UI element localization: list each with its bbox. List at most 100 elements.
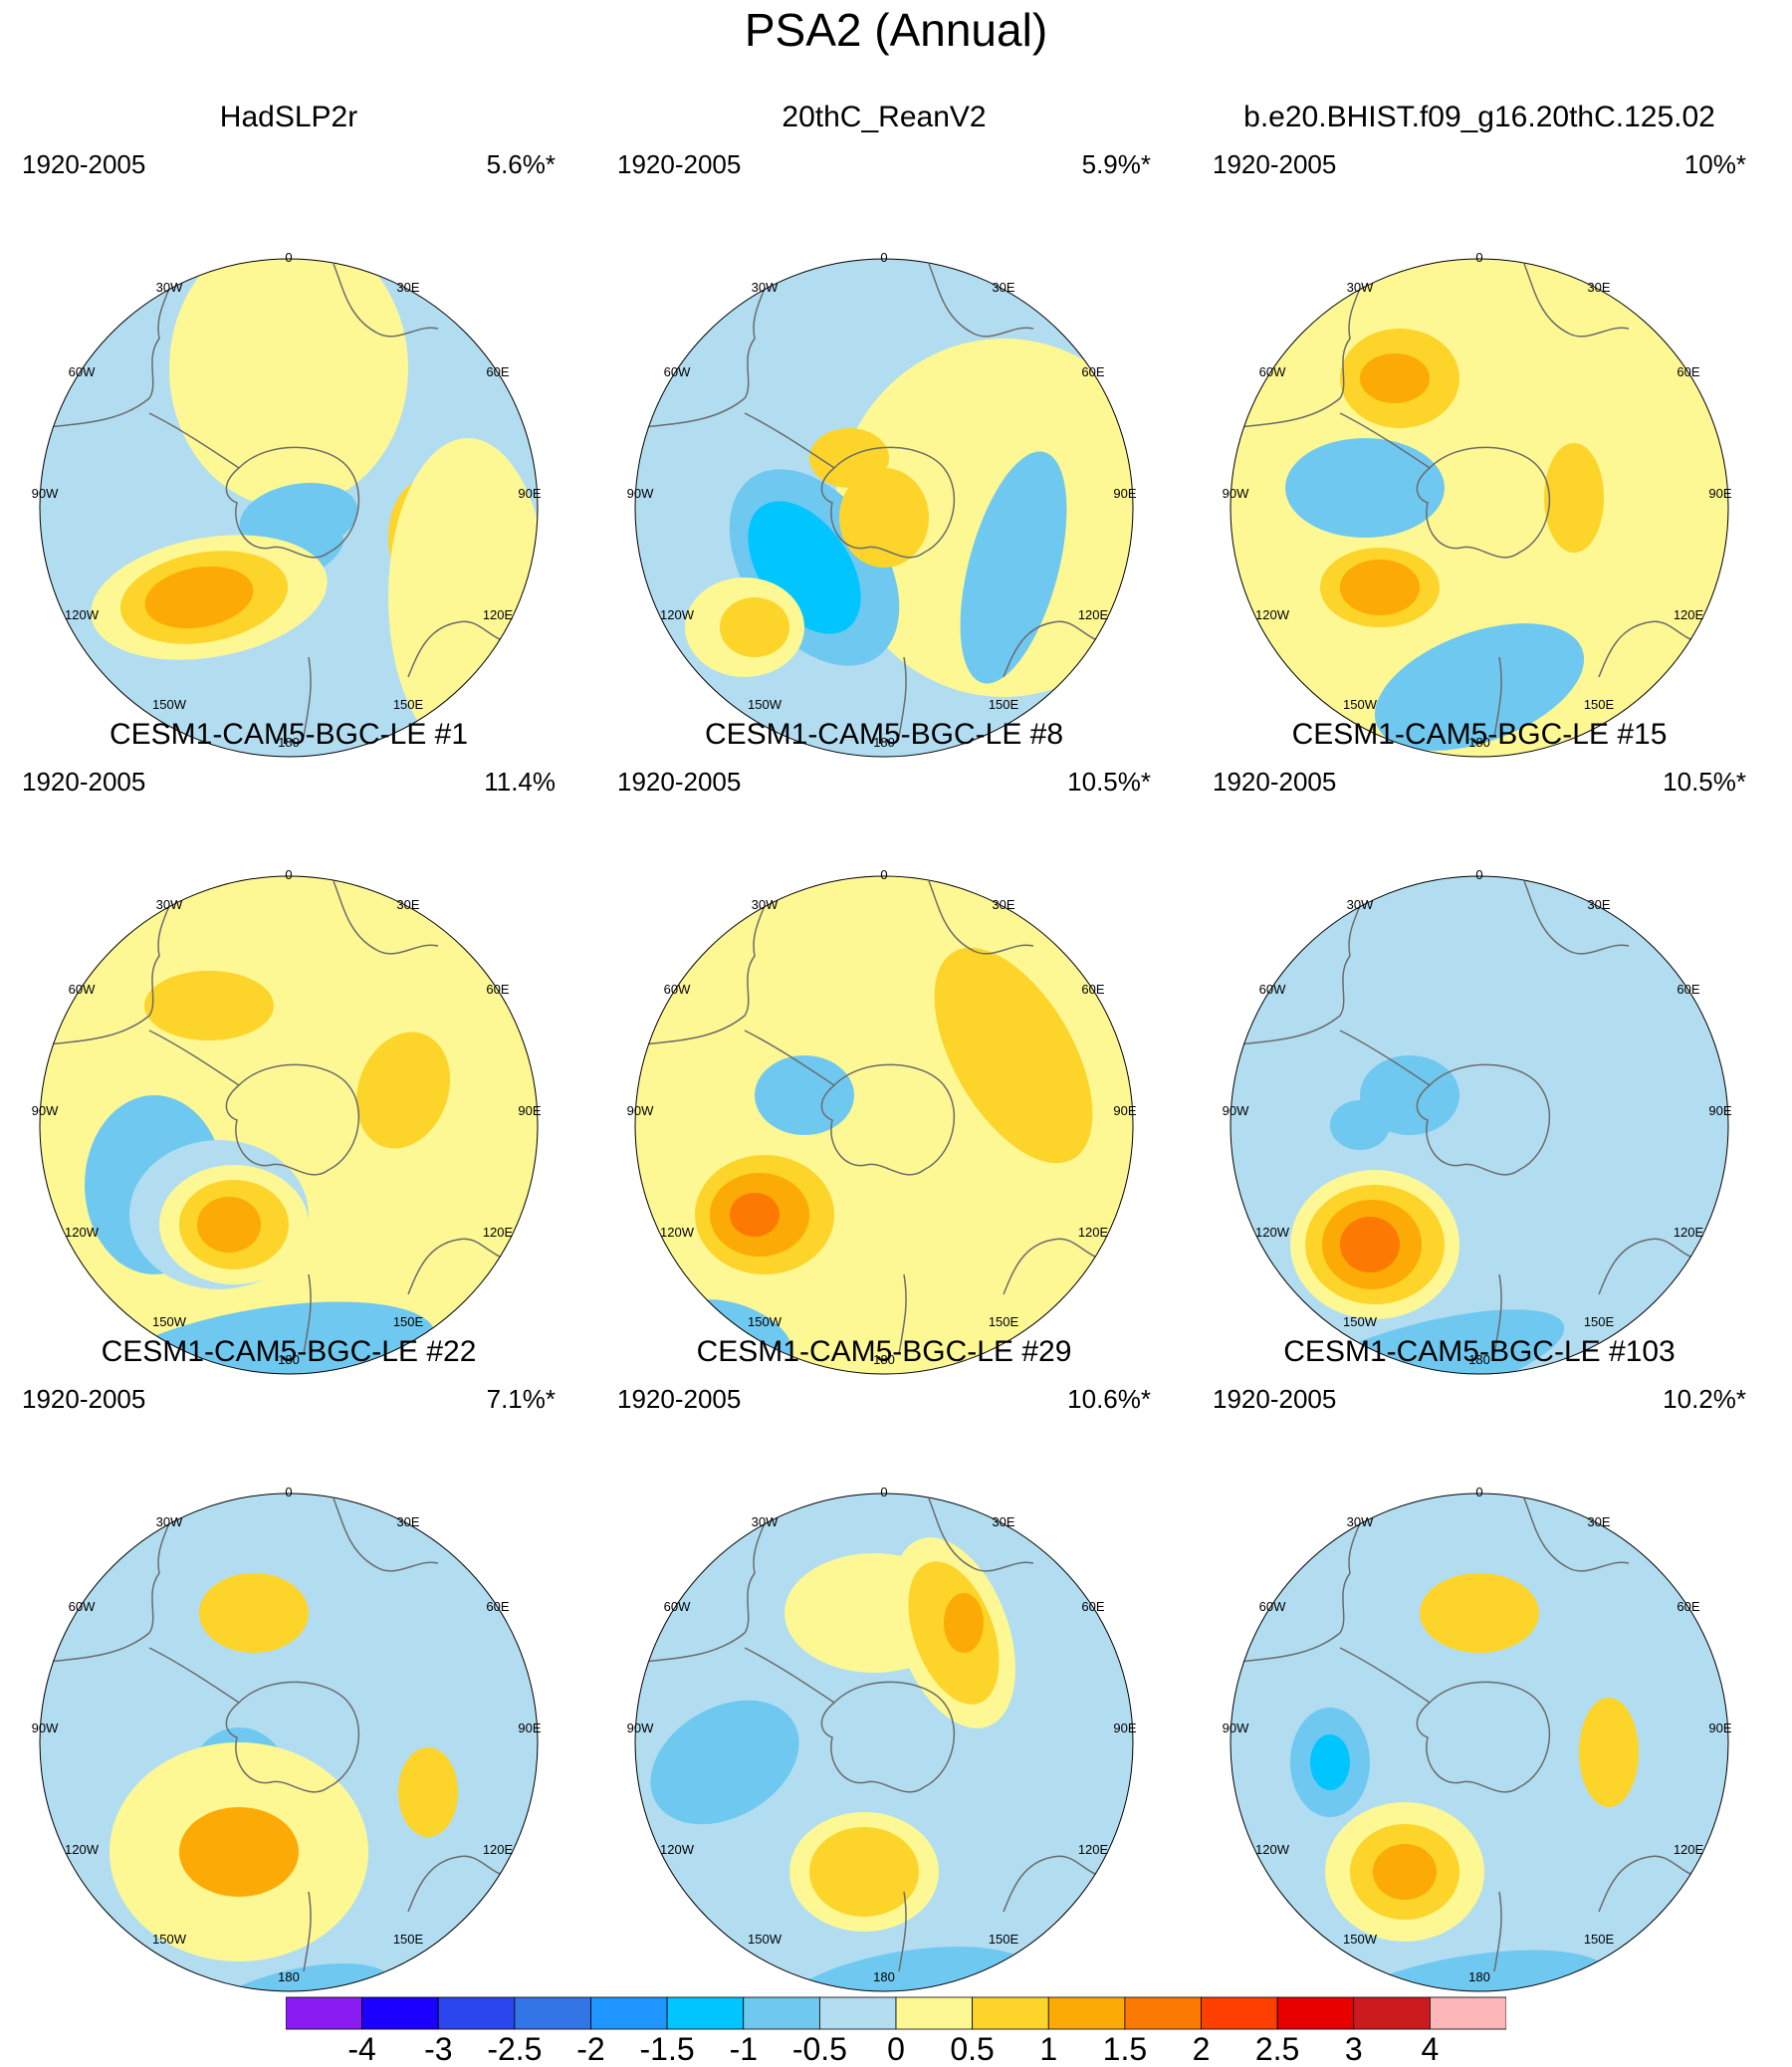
panel-title: CESM1-CAM5-BGC-LE #103 (1283, 1335, 1676, 1368)
longitude-label: 180 (873, 735, 895, 750)
contour-region (1374, 623, 1585, 751)
longitude-label: 180 (873, 1969, 895, 1984)
south-america-coastline (40, 1507, 175, 1664)
map-panel: 0 30E 60E 90E 120E 150E 180 150W 120W 90W 60W 30W CE… (605, 717, 1163, 1375)
colorbar-swatch (437, 1996, 516, 2030)
contour-region (179, 1807, 299, 1897)
colorbar-label: -1 (729, 2031, 759, 2067)
africa-coastline (928, 263, 1034, 338)
panel-period: 1920-2005 (22, 1384, 146, 1414)
longitude-label: 30E (396, 280, 419, 295)
colorbar-label: -2 (576, 2031, 605, 2067)
longitude-label: 90W (1223, 1721, 1249, 1735)
contour-region (839, 468, 929, 568)
map-panel: 0 30E 60E 90E 120E 150E 180 150W 120W 90W 60W 30W CE… (10, 1334, 567, 1992)
antarctica-coastline (820, 1063, 956, 1176)
antarctica-coastline (820, 446, 956, 559)
panel-period: 1920-2005 (1213, 1384, 1337, 1414)
longitude-label: 0 (285, 867, 292, 882)
longitude-label: 30W (1347, 897, 1374, 912)
peninsula-coastline (148, 1647, 240, 1704)
longitude-label: 60E (1081, 1599, 1104, 1614)
longitude-label: 150E (393, 1314, 424, 1329)
colorbar-swatch (972, 1996, 1049, 2030)
longitude-label: 180 (278, 1352, 300, 1367)
contour-region (1579, 1698, 1639, 1807)
panel-variance: 11.4% (484, 767, 556, 797)
longitude-label: 30W (752, 897, 779, 912)
contour-region (199, 1573, 309, 1653)
panel-title: CESM1-CAM5-BGC-LE #8 (704, 718, 1064, 751)
panel-period: 1920-2005 (22, 767, 146, 797)
contour-region (1330, 1100, 1390, 1150)
colorbar-label: -0.5 (791, 2031, 847, 2067)
panel-period: 1920-2005 (22, 149, 146, 179)
colorbar-swatch (743, 1996, 820, 2030)
antarctica-coastline (225, 1681, 360, 1793)
colorbar-swatch (666, 1996, 745, 2030)
longitude-label: 60E (1677, 982, 1699, 997)
colorbar-label: -4 (347, 2031, 376, 2067)
longitude-label: 180 (278, 735, 300, 750)
panel-title: HadSLP2r (219, 101, 358, 133)
south-america-coastline (40, 273, 175, 429)
longitude-label: 90W (1223, 486, 1249, 501)
colorbar-swatch (1429, 1996, 1506, 2030)
contour-region (144, 971, 274, 1040)
panel-title: CESM1-CAM5-BGC-LE #29 (696, 1335, 1072, 1368)
polar-map: 0 30E 60E 90E 120E 150E 180 150W 120W 90W 60W 30W (627, 867, 1137, 1375)
longitude-label: 180 (1468, 735, 1490, 750)
map-panel: 0 30E 60E 90E 120E 150E 180 150W 120W 90W 60W 30W b.… (1201, 100, 1758, 758)
contour-region (944, 1593, 984, 1653)
panel-period: 1920-2005 (617, 767, 742, 797)
longitude-label: 60E (1081, 364, 1104, 379)
africa-coastline (333, 880, 439, 955)
longitude-label: 0 (1475, 250, 1482, 265)
contour-region (169, 259, 408, 508)
longitude-label: 150E (1584, 1932, 1615, 1947)
longitude-label: 90W (627, 1721, 654, 1735)
longitude-label: 30W (156, 1514, 183, 1529)
contour-region (934, 947, 1093, 1164)
colorbar-label: -3 (424, 2031, 453, 2067)
panel-variance: 10.5%* (1663, 767, 1746, 797)
contour-region (766, 1947, 1042, 1991)
contour-region (189, 911, 528, 1090)
contour-region (1310, 1734, 1350, 1790)
panel-title: b.e20.BHIST.f09_g16.20thC.125.02 (1243, 101, 1715, 133)
longitude-label: 90W (32, 1103, 59, 1118)
longitude-label: 150W (1343, 1314, 1378, 1329)
longitude-label: 150W (748, 1932, 783, 1947)
colorbar-swatch (1047, 1996, 1126, 2030)
colorbar-label: 1 (1039, 2031, 1058, 2067)
contour-region (144, 566, 254, 629)
longitude-label: 30E (992, 897, 1014, 912)
panel-variance: 7.1%* (486, 1384, 556, 1414)
map-boundary (634, 1493, 1134, 1992)
longitude-label: 30E (992, 280, 1014, 295)
longitude-label: 150W (1343, 1932, 1378, 1947)
peninsula-coastline (148, 412, 240, 469)
contour-region (1360, 353, 1430, 403)
colorbar-swatch (1276, 1996, 1355, 2030)
antarctica-coastline (1416, 446, 1551, 559)
peninsula-coastline (1339, 1647, 1431, 1704)
map-panel: 0 30E 60E 90E 120E 150E 180 150W 120W 90W 60W 30W Ha… (10, 100, 567, 758)
south-america-coastline (635, 1507, 771, 1664)
contour-region (1274, 1309, 1565, 1374)
longitude-label: 150E (989, 697, 1019, 712)
colorbar-label: 2 (1192, 2031, 1211, 2067)
longitude-label: 150E (989, 1314, 1019, 1329)
longitude-label: 120E (1674, 1842, 1704, 1857)
panel-period: 1920-2005 (617, 149, 742, 179)
africa-coastline (1523, 1497, 1630, 1572)
africa-coastline (333, 263, 439, 338)
longitude-label: 180 (278, 1969, 300, 1984)
contour-region (720, 597, 789, 657)
longitude-label: 150E (1584, 1314, 1615, 1329)
longitude-label: 120W (1255, 607, 1290, 622)
australia-nz-coastline (1493, 620, 1699, 738)
polar-map: 0 30E 60E 90E 120E 150E 180 150W 120W 90W 60W 30W (1223, 250, 1732, 758)
longitude-label: 30W (752, 280, 779, 295)
longitude-label: 90E (1113, 486, 1136, 501)
